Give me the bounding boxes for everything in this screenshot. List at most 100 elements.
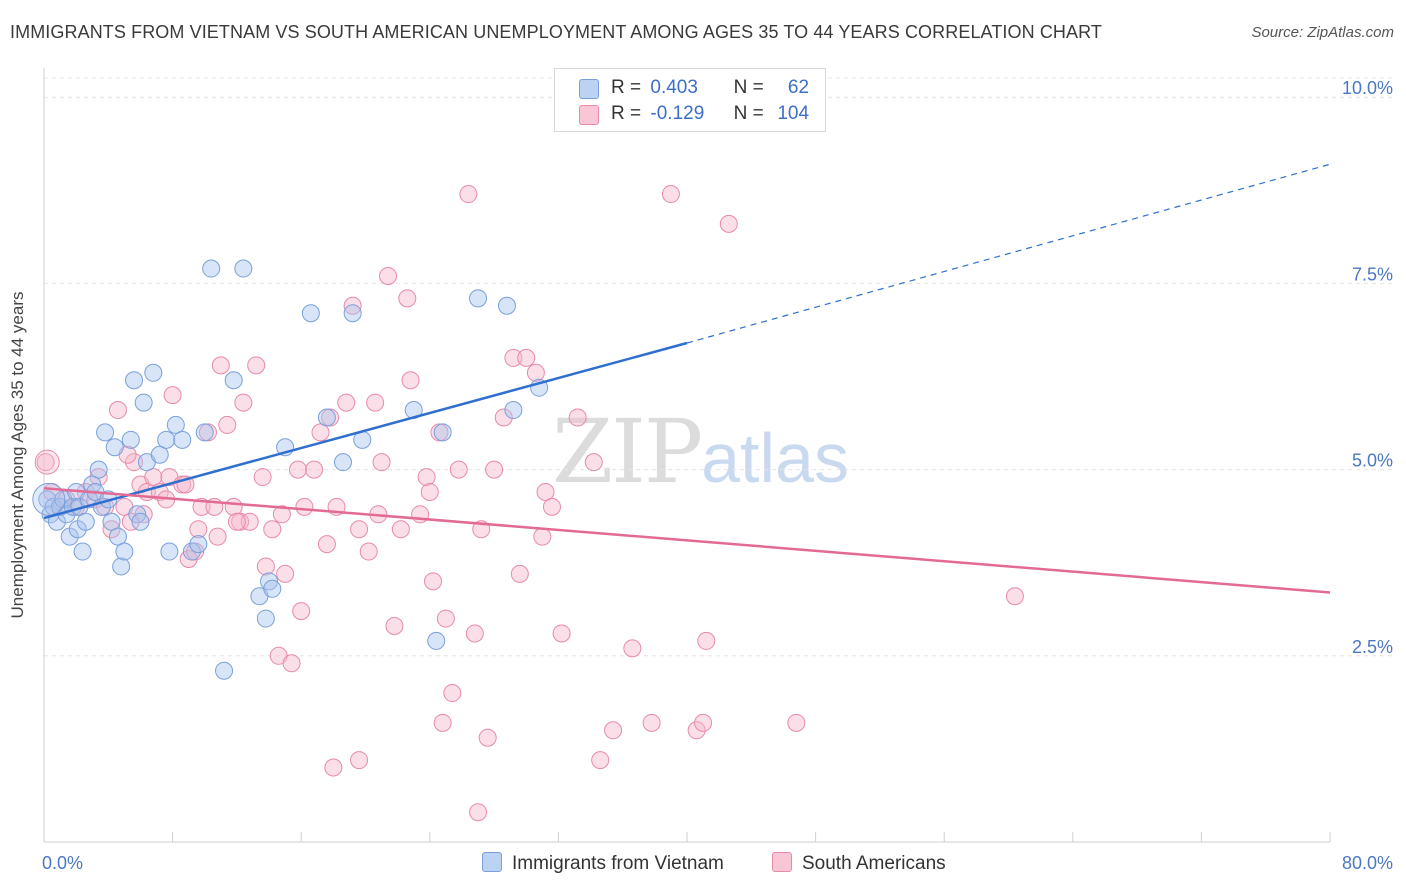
series-label-south-americans: South Americans — [802, 853, 946, 874]
n-label: N = — [733, 103, 764, 124]
data-points — [32, 185, 1024, 822]
south-american-point — [163, 386, 182, 405]
south-american-point — [661, 185, 680, 204]
series-label-vietnam: Immigrants from Vietnam — [512, 853, 724, 874]
south-american-point — [253, 468, 272, 487]
vietnam-point — [134, 393, 153, 412]
south-american-point — [584, 453, 603, 472]
south-american-point — [366, 393, 385, 412]
south-american-point — [372, 453, 391, 472]
legend-text-vietnam: R = 0.403 N = 62 — [611, 77, 809, 99]
south-american-point — [311, 423, 330, 442]
south-american-point — [247, 356, 266, 375]
south-american-point — [34, 449, 60, 475]
series-legend-vietnam: Immigrants from Vietnam — [482, 852, 724, 875]
south-american-point — [125, 453, 144, 472]
vietnam-point — [497, 296, 516, 315]
south-american-point — [449, 460, 468, 479]
r-label: R = — [611, 77, 642, 98]
vietnam-point — [195, 423, 214, 442]
watermark: ZIPatlas — [552, 400, 849, 503]
vietnam-point — [301, 304, 320, 323]
x-tick-label: 80.0% — [1342, 853, 1393, 873]
vietnam-point — [173, 430, 192, 449]
south-american-point — [694, 713, 713, 732]
vietnam-point — [73, 542, 92, 561]
grid-lines — [44, 77, 1392, 657]
tick-labels: 2.5% 5.0% 7.5% 10.0% 0.0% 80.0% — [42, 78, 1393, 873]
r-value: -0.129 — [650, 103, 705, 124]
vietnam-point — [333, 453, 352, 472]
south-american-point — [305, 460, 324, 479]
south-american-point — [211, 356, 230, 375]
series-legend-south-americans: South Americans — [772, 852, 946, 875]
y-tick-label: 10.0% — [1342, 78, 1393, 98]
vietnam-point — [202, 259, 221, 278]
south-american-point — [102, 520, 121, 539]
south-american-trend-line — [43, 486, 1331, 594]
vietnam-point — [469, 289, 488, 308]
vietnam-point — [504, 401, 523, 420]
south-american-point — [697, 631, 716, 650]
south-american-point — [350, 751, 369, 770]
n-value: 104 — [777, 103, 810, 124]
south-american-point — [208, 527, 227, 546]
south-american-point — [350, 520, 369, 539]
south-american-point — [144, 468, 163, 487]
south-american-point — [443, 684, 462, 703]
south-american-point — [687, 721, 706, 740]
south-american-point — [510, 564, 529, 583]
south-american-point — [108, 401, 127, 420]
south-american-point — [552, 624, 571, 643]
south-american-point — [189, 520, 208, 539]
vietnam-point — [131, 512, 150, 531]
south-american-point — [542, 497, 561, 516]
south-american-point — [240, 512, 259, 531]
south-american-point — [604, 721, 623, 740]
watermark-atlas: atlas — [701, 419, 849, 497]
south-american-point — [420, 482, 439, 501]
south-american-point — [787, 713, 806, 732]
vietnam-point — [112, 557, 131, 576]
south-american-point — [391, 520, 410, 539]
south-american-point — [417, 468, 436, 487]
vietnam-point — [125, 371, 144, 390]
vietnam-point — [256, 609, 275, 628]
south-american-point — [485, 460, 504, 479]
south-american-point — [385, 617, 404, 636]
legend-swatch-south-americans — [579, 105, 599, 125]
south-american-point — [591, 751, 610, 770]
r-value: 0.403 — [650, 77, 698, 98]
vietnam-point — [433, 423, 452, 442]
n-value: 62 — [787, 77, 810, 98]
south-american-point — [533, 527, 552, 546]
vietnam-point — [121, 430, 140, 449]
vietnam-point — [224, 371, 243, 390]
r-label: R = — [611, 103, 642, 124]
vietnam-point — [160, 542, 179, 561]
y-tick-label: 5.0% — [1352, 451, 1393, 471]
trend-lines — [43, 163, 1331, 594]
south-american-point — [272, 505, 291, 524]
south-american-point — [469, 803, 488, 822]
vietnam-point — [182, 542, 201, 561]
south-american-point — [89, 468, 108, 487]
south-american-point — [227, 512, 246, 531]
south-american-point — [494, 408, 513, 427]
y-tick-label: 2.5% — [1352, 637, 1393, 657]
vietnam-point — [427, 631, 446, 650]
vietnam-point — [76, 512, 95, 531]
south-american-point — [401, 371, 420, 390]
vietnam-point — [96, 423, 115, 442]
vietnam-point — [166, 415, 185, 434]
source-label: Source: ZipAtlas.com — [1251, 24, 1394, 41]
south-american-point — [433, 713, 452, 732]
watermark-zip: ZIP — [552, 400, 703, 503]
vietnam-point — [157, 430, 176, 449]
south-american-point — [218, 415, 237, 434]
vietnam-point — [343, 304, 362, 323]
vietnam-point — [215, 661, 234, 680]
series-swatch-south-americans — [772, 852, 792, 872]
vietnam-point — [115, 542, 134, 561]
